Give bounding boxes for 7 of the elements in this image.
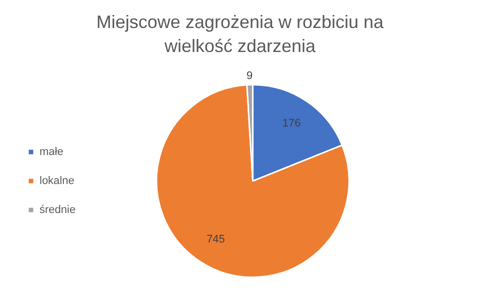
chart-title: Miejscowe zagrożenia w rozbiciu na wielkość zdarzenia xyxy=(95,11,385,58)
data-label: 9 xyxy=(246,70,253,82)
data-label: 176 xyxy=(282,118,301,130)
legend-label: małe xyxy=(40,146,64,158)
legend-label: lokalne xyxy=(40,175,74,188)
legend-label: średnie xyxy=(40,204,76,216)
data-label: 745 xyxy=(206,234,225,246)
